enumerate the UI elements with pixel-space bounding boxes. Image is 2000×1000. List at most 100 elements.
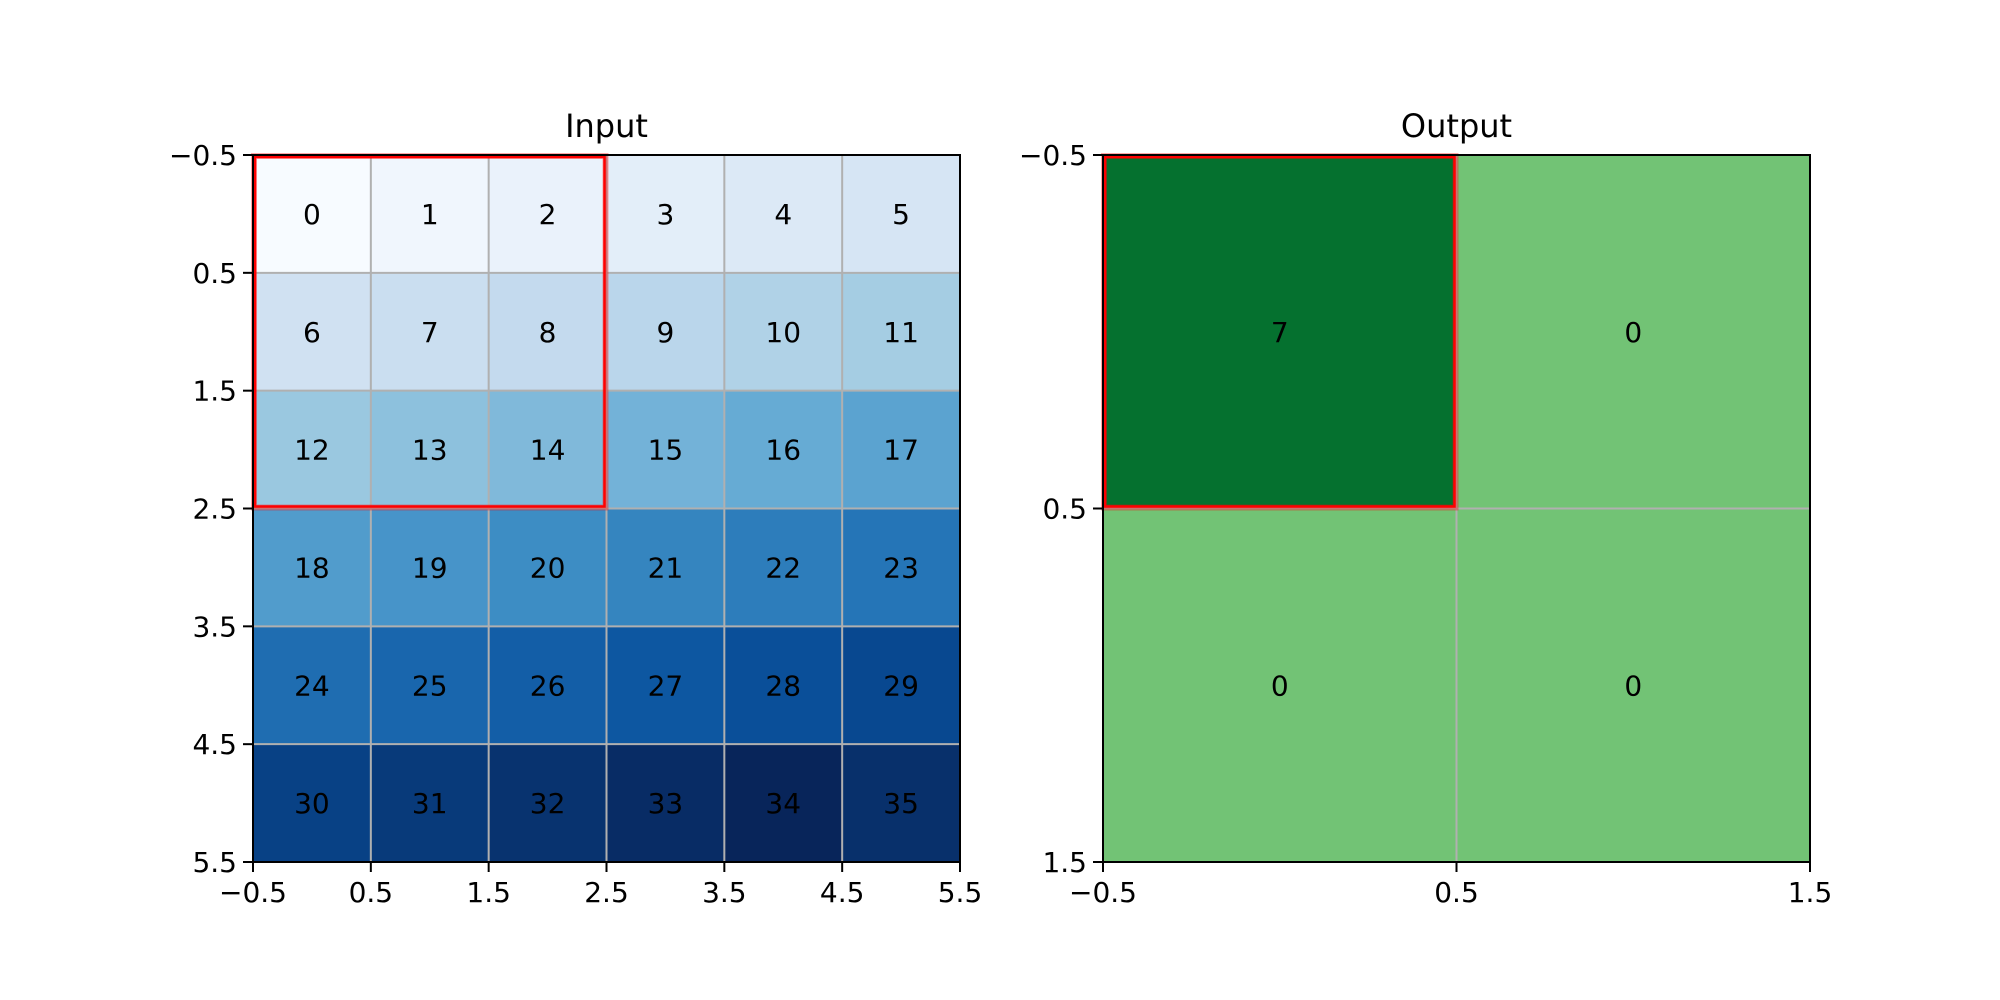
input-cell-value-label: 10 (765, 316, 801, 349)
input-x-tick-label: 2.5 (584, 876, 629, 909)
input-cell (724, 272, 843, 392)
input-y-tick-label: 1.5 (192, 375, 237, 408)
input-cell (724, 155, 843, 274)
input-x-tick-label: 4.5 (820, 876, 865, 909)
input-cell-value-label: 22 (765, 551, 801, 584)
input-cell (606, 744, 725, 863)
input-cell (488, 626, 607, 745)
output-y-tick-label: 0.5 (1042, 493, 1087, 526)
input-cell-value-label: 16 (765, 434, 801, 467)
input-cell (488, 155, 607, 274)
input-cell (488, 390, 607, 509)
input-cell (253, 626, 372, 745)
input-cell (253, 744, 372, 863)
input-cell-value-label: 7 (421, 316, 439, 349)
input-x-tick-label: 1.5 (466, 876, 511, 909)
input-x-tick-label: 3.5 (702, 876, 747, 909)
input-cell (253, 272, 372, 392)
input-cell-value-label: 2 (539, 198, 557, 231)
input-cell (724, 744, 843, 863)
input-cell-value-label: 20 (530, 551, 566, 584)
input-cell (370, 272, 490, 392)
input-y-tick-label: −0.5 (169, 139, 237, 172)
input-cell-value-label: 26 (530, 669, 566, 702)
input-cell (606, 390, 725, 509)
input-cell-value-label: 9 (657, 316, 675, 349)
input-cell (253, 508, 372, 627)
input-cell (253, 155, 372, 274)
output-cell (1456, 508, 1811, 863)
input-highlight-box (253, 155, 606, 508)
output-cell (1103, 508, 1457, 863)
input-cell (842, 744, 961, 863)
input-cell-value-label: 29 (883, 669, 919, 702)
input-cell-value-label: 30 (294, 787, 330, 820)
input-cell (370, 508, 490, 627)
input-cell (842, 272, 961, 392)
input-cell (842, 626, 961, 745)
output-chart-title: Output (1401, 107, 1512, 145)
input-cell (606, 508, 725, 627)
input-y-tick-label: 4.5 (192, 728, 237, 761)
output-cell-value-label: 7 (1271, 316, 1289, 349)
input-cell (488, 272, 607, 392)
input-cell-value-label: 33 (648, 787, 684, 820)
input-x-tick-label: −0.5 (219, 876, 287, 909)
input-cell-value-label: 24 (294, 669, 330, 702)
input-cell (606, 272, 725, 392)
input-cell-value-label: 28 (765, 669, 801, 702)
input-chart-title: Input (565, 107, 648, 145)
input-cell-value-label: 23 (883, 551, 919, 584)
input-cell (724, 626, 843, 745)
output-x-tick-label: 0.5 (1434, 876, 1479, 909)
input-cell (842, 508, 961, 627)
input-cell-value-label: 25 (412, 669, 448, 702)
input-cell-value-label: 35 (883, 787, 919, 820)
input-cell-value-label: 8 (539, 316, 557, 349)
input-y-tick-label: 3.5 (192, 610, 237, 643)
input-cell-value-label: 32 (530, 787, 566, 820)
output-cell-value-label: 0 (1624, 316, 1642, 349)
input-cell-value-label: 3 (657, 198, 675, 231)
input-cell-value-label: 1 (421, 198, 439, 231)
input-cell (606, 155, 725, 274)
input-cell (724, 390, 843, 509)
input-cell-value-label: 34 (765, 787, 801, 820)
input-cell (842, 155, 961, 274)
input-cell-value-label: 4 (774, 198, 792, 231)
input-cell-value-label: 17 (883, 434, 919, 467)
output-x-tick-label: −0.5 (1069, 876, 1137, 909)
input-cell (488, 508, 607, 627)
input-cell (370, 744, 490, 863)
input-cell-value-label: 15 (648, 434, 684, 467)
input-cell-value-label: 12 (294, 434, 330, 467)
input-cell-value-label: 13 (412, 434, 448, 467)
input-x-tick-label: 0.5 (349, 876, 394, 909)
input-cell-value-label: 6 (303, 316, 321, 349)
input-cell-value-label: 31 (412, 787, 448, 820)
input-cell (724, 508, 843, 627)
output-y-tick-label: 1.5 (1042, 846, 1087, 879)
output-highlight-box (1103, 155, 1456, 508)
input-cell (488, 744, 607, 863)
input-y-tick-label: 5.5 (192, 846, 237, 879)
input-cell-value-label: 21 (648, 551, 684, 584)
output-cell (1103, 155, 1457, 509)
input-cell-value-label: 11 (883, 316, 919, 349)
input-y-tick-label: 2.5 (192, 493, 237, 526)
input-cell (842, 390, 961, 509)
input-x-tick-label: 5.5 (938, 876, 983, 909)
input-cell (606, 626, 725, 745)
input-cell-value-label: 27 (648, 669, 684, 702)
output-x-tick-label: 1.5 (1788, 876, 1833, 909)
input-cell-value-label: 14 (530, 434, 566, 467)
input-cell (370, 390, 490, 509)
input-y-tick-label: 0.5 (192, 257, 237, 290)
output-cell-value-label: 0 (1624, 669, 1642, 702)
input-cell-value-label: 0 (303, 198, 321, 231)
input-cell-value-label: 5 (892, 198, 910, 231)
output-cell-value-label: 0 (1271, 669, 1289, 702)
input-cell-value-label: 18 (294, 551, 330, 584)
